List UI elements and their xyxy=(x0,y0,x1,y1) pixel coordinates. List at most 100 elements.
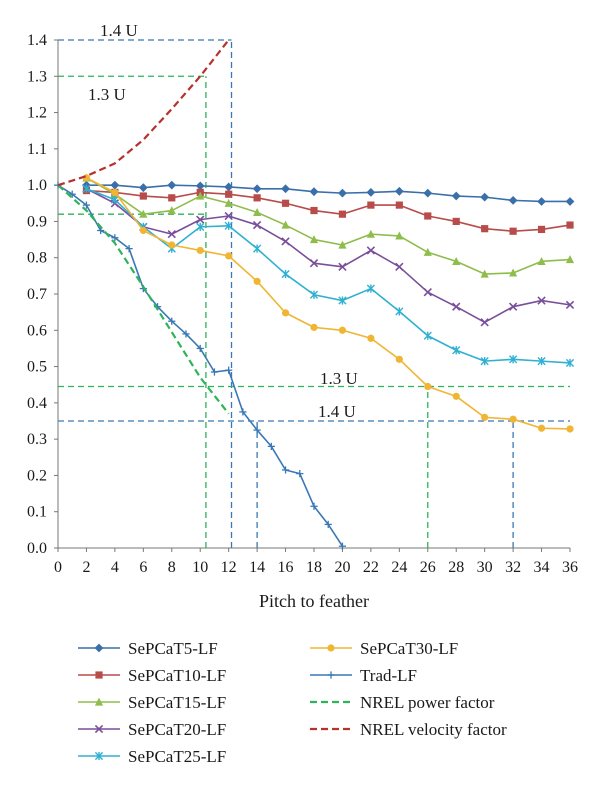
data-point xyxy=(508,195,518,205)
data-point xyxy=(366,284,375,293)
x-tick-label: 36 xyxy=(562,559,578,576)
data-point xyxy=(451,191,461,201)
data-point xyxy=(423,331,432,340)
data-point xyxy=(253,207,262,216)
y-tick-label: 0.3 xyxy=(27,431,47,448)
data-point xyxy=(94,724,104,734)
data-point xyxy=(395,262,404,271)
data-point xyxy=(395,307,404,316)
legend: SePCaT5-LF SePCaT10-LF SePCaT15-LF SePCaT20… xyxy=(78,639,507,766)
legend-item: NREL power factor xyxy=(310,693,495,712)
data-point xyxy=(566,221,574,229)
data-point xyxy=(82,201,91,209)
series-nrel-power-factor xyxy=(57,184,230,415)
y-tick-label: 0.8 xyxy=(27,250,47,267)
data-point-stroke xyxy=(196,215,205,224)
data-point xyxy=(366,188,376,197)
data-point xyxy=(167,206,176,215)
data-point xyxy=(565,358,575,368)
series-line xyxy=(86,189,571,233)
x-tick-label: 20 xyxy=(334,559,350,576)
data-point xyxy=(139,226,147,235)
data-point xyxy=(281,199,290,207)
annotations: 1.4 U 1.3 U 1.3 U 1.4 U xyxy=(88,21,358,421)
data-point xyxy=(509,355,518,364)
data-point xyxy=(338,296,347,305)
data-point xyxy=(94,751,104,761)
data-point xyxy=(210,368,219,376)
data-point xyxy=(225,252,233,260)
series-nrel-velocity-factor xyxy=(57,39,230,187)
x-tick-label: 28 xyxy=(448,559,464,576)
y-tick-label: 0.5 xyxy=(27,359,47,376)
data-point-stroke xyxy=(395,262,404,271)
data-point xyxy=(367,201,375,209)
x-tick-label: 0 xyxy=(54,559,62,576)
legend-item: Trad-LF xyxy=(310,666,417,685)
data-point xyxy=(281,466,290,474)
data-point xyxy=(509,227,517,235)
data-point xyxy=(395,355,403,363)
data-point-stroke xyxy=(565,300,575,310)
x-tick-label: 10 xyxy=(192,559,208,576)
legend-item: SePCaT10-LF xyxy=(78,666,226,685)
data-point xyxy=(327,671,335,679)
data-point xyxy=(68,190,76,198)
x-tick-label: 2 xyxy=(82,559,90,576)
x-tick-label: 34 xyxy=(534,559,550,576)
data-point xyxy=(225,190,233,198)
data-point xyxy=(168,194,176,202)
data-point xyxy=(196,191,205,200)
data-point xyxy=(253,277,261,285)
data-point xyxy=(253,194,261,202)
data-point xyxy=(111,234,119,242)
data-point xyxy=(537,256,546,265)
x-tick-label: 30 xyxy=(477,559,493,576)
data-point xyxy=(395,231,404,240)
data-point xyxy=(167,229,176,239)
x-tick-label: 18 xyxy=(306,559,322,576)
tick-labels: 0.0 0.1 0.2 0.3 0.4 0.5 0.6 0.7 0.8 0.9 1.0 1.1 1.2 1… xyxy=(27,32,578,576)
y-tick-label: 1.1 xyxy=(27,141,47,158)
legend-item: SePCaT25-LF xyxy=(78,747,226,766)
data-point xyxy=(281,269,290,279)
series-line xyxy=(57,184,230,415)
data-point xyxy=(366,229,375,238)
data-point xyxy=(367,334,375,342)
data-point xyxy=(394,186,404,196)
data-point-stroke xyxy=(252,220,262,230)
data-point xyxy=(310,502,318,510)
data-point xyxy=(167,180,177,190)
data-point xyxy=(310,323,318,331)
data-point-stroke xyxy=(167,229,176,239)
y-tick-label: 0.9 xyxy=(27,213,47,230)
series-trad-lf xyxy=(54,181,347,550)
data-point xyxy=(196,222,205,231)
y-tick-label: 1.0 xyxy=(27,177,47,194)
series-line xyxy=(86,188,571,324)
data-point-stroke xyxy=(508,302,518,311)
data-point xyxy=(327,644,335,652)
legend-label: SePCaT25-LF xyxy=(128,747,226,766)
data-point xyxy=(480,192,490,202)
data-point xyxy=(452,346,461,355)
data-point xyxy=(138,183,148,193)
data-point xyxy=(565,255,575,264)
data-point xyxy=(338,188,347,198)
data-point xyxy=(452,256,461,265)
data-point xyxy=(253,244,262,253)
data-point xyxy=(110,195,119,204)
data-point xyxy=(296,470,304,478)
x-tick-label: 4 xyxy=(111,559,119,576)
data-point xyxy=(224,221,233,230)
data-point-stroke xyxy=(452,302,461,311)
series-line xyxy=(57,184,344,547)
data-point xyxy=(537,197,546,206)
y-tick-label: 1.2 xyxy=(27,105,47,122)
data-point xyxy=(267,442,275,450)
y-tick-label: 0.7 xyxy=(27,286,47,303)
y-tick-label: 0.4 xyxy=(27,395,47,412)
data-point xyxy=(111,188,119,196)
data-point xyxy=(565,300,575,310)
data-point xyxy=(224,182,234,192)
